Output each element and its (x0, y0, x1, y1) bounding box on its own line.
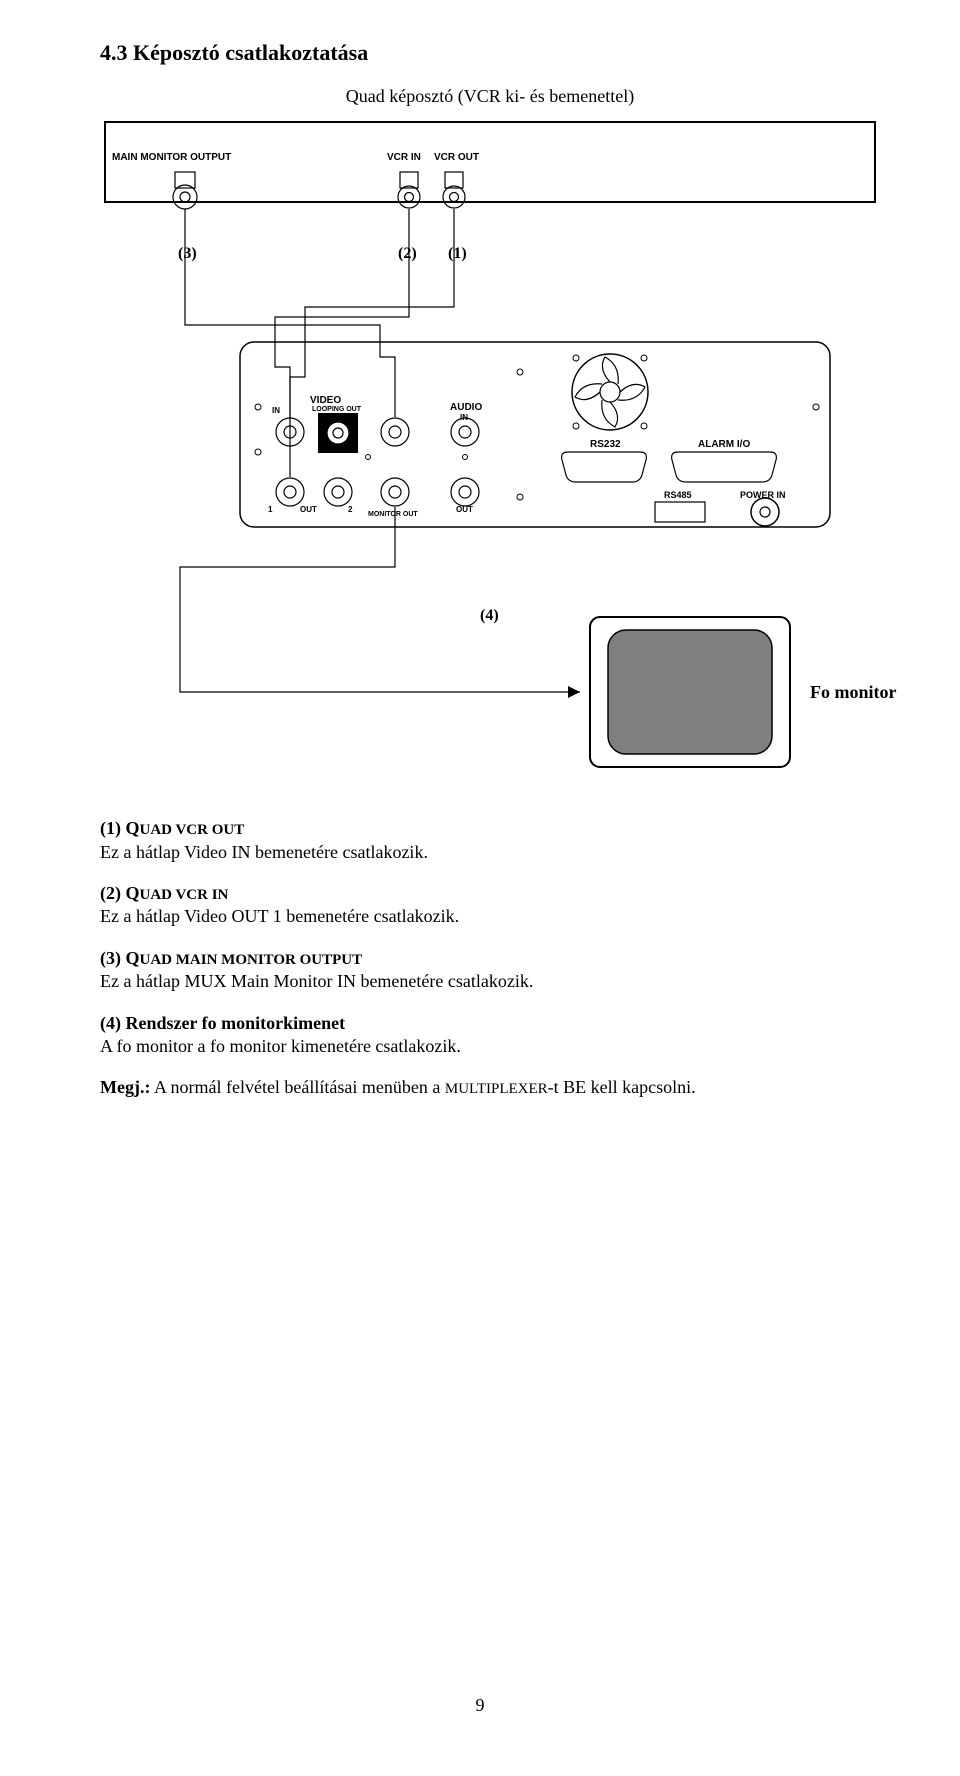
page-number: 9 (0, 1695, 960, 1716)
figure-title: Quad képosztó (VCR ki- és bemenettel) (100, 86, 880, 107)
label-power-in: POWER IN (740, 490, 786, 500)
label-alarm-io: ALARM I/O (698, 439, 750, 450)
item4-body: A fo monitor a fo monitor kimenetére csa… (100, 1036, 461, 1056)
item2-body: Ez a hátlap Video OUT 1 bemenetére csatl… (100, 906, 459, 926)
label-monitor-out: MONITOR OUT (368, 511, 418, 518)
label-fo-monitor: Fo monitor (810, 682, 896, 703)
item1-head: (1) QUAD VCR OUT (100, 818, 244, 838)
item3-head: (3) QUAD MAIN MONITOR OUTPUT (100, 948, 362, 968)
label-paren-1: (1) (448, 245, 467, 263)
connection-diagram: MAIN MONITOR OUTPUT VCR IN VCR OUT (3) (… (100, 117, 880, 787)
label-paren-3: (3) (178, 245, 197, 263)
label-vcr-in: VCR IN (387, 152, 421, 163)
label-paren-2: (2) (398, 245, 417, 263)
note: Megj.: A normál felvétel beállításai men… (100, 1076, 880, 1100)
label-vcr-out: VCR OUT (434, 152, 479, 163)
item3-body: Ez a hátlap MUX Main Monitor IN bemeneté… (100, 971, 533, 991)
item4-head: (4) Rendszer fo monitorkimenet (100, 1013, 345, 1033)
item1-body: Ez a hátlap Video IN bemenetére csatlako… (100, 842, 428, 862)
label-video: VIDEO (310, 395, 341, 406)
label-rs485: RS485 (664, 490, 692, 500)
label-audio-in: IN (460, 413, 468, 422)
body-text: (1) QUAD VCR OUT Ez a hátlap Video IN be… (100, 817, 880, 1100)
label-looping-out: LOOPING OUT (312, 406, 361, 413)
label-in: IN (272, 406, 280, 415)
label-rs232: RS232 (590, 439, 621, 450)
label-audio: AUDIO (450, 402, 482, 413)
label-audio-out: OUT (456, 505, 473, 514)
label-one: 1 (268, 505, 272, 514)
label-paren-4: (4) (480, 607, 499, 625)
item2-head: (2) QUAD VCR IN (100, 883, 228, 903)
label-main-monitor-output: MAIN MONITOR OUTPUT (112, 152, 231, 163)
label-out: OUT (300, 505, 317, 514)
section-title: 4.3 Képosztó csatlakoztatása (100, 40, 880, 66)
label-two: 2 (348, 505, 352, 514)
